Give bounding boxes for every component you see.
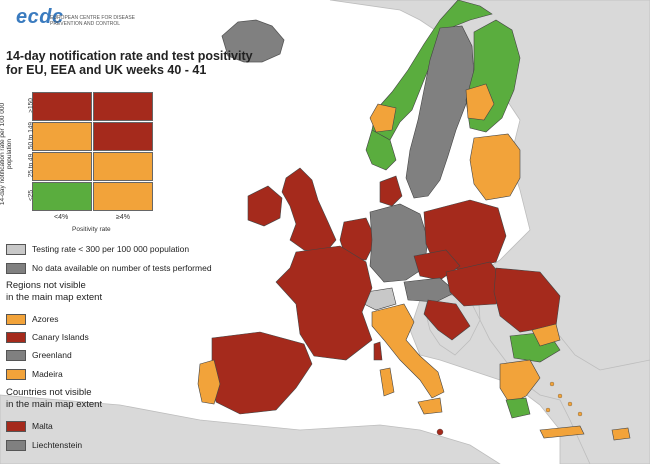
matrix-cell-r2-c1: [93, 152, 153, 181]
matrix-cell-r0-c1: [93, 92, 153, 121]
iceland: [221, 19, 285, 63]
italy: [371, 303, 445, 399]
legend-no-data-label: No data available on number of tests per…: [32, 263, 212, 273]
country-label-0: Malta: [32, 421, 53, 431]
baltics: [469, 133, 521, 201]
matrix-cell-r1-c0: [32, 122, 92, 151]
regions-heading-2: in the main map extent: [6, 292, 103, 303]
logo-name: ecdc: [16, 6, 64, 28]
matrix-cell-r3-c0: [32, 182, 92, 211]
countries-heading-1: Countries not visible: [6, 387, 92, 398]
countries-heading-2: in the main map extent: [6, 399, 103, 410]
denmark: [379, 175, 403, 207]
country-swatch-1: [6, 440, 26, 451]
region-swatch-2: [6, 350, 26, 361]
bulgaria-region: [531, 323, 561, 347]
region-label-0: Azores: [32, 314, 59, 324]
sweden: [405, 25, 475, 199]
uk: [281, 167, 337, 253]
crete: [539, 425, 585, 439]
hungary: [445, 261, 507, 307]
norway: [371, 0, 493, 147]
legend-testing-low-label: Testing rate < 300 per 100 000 populatio…: [32, 244, 190, 254]
matrix-cell-r2-c0: [32, 152, 92, 181]
corsica: [373, 341, 383, 361]
country-label-1: Liechtenstein: [32, 440, 83, 450]
region-label-3: Madeira: [32, 369, 63, 379]
map-title: 14-day notification rate and test positi…: [6, 49, 336, 77]
matrix-cell-r0-c0: [32, 92, 92, 121]
sicily: [417, 397, 443, 415]
x-category-1: ≥4%: [116, 214, 130, 221]
title-line-2: for EU, EEA and UK weeks 40 - 41: [6, 63, 207, 77]
region-label-1: Canary Islands: [32, 332, 89, 342]
greece: [499, 359, 541, 405]
benelux: [339, 217, 377, 261]
austria: [403, 277, 457, 303]
greece-green: [505, 397, 531, 419]
swatch-dark-grey: [6, 263, 26, 274]
swatch-light-grey: [6, 244, 26, 255]
region-swatch-0: [6, 314, 26, 325]
regions-heading-1: Regions not visible: [6, 280, 86, 291]
spain: [211, 331, 313, 415]
y-category-3: <25: [27, 189, 35, 202]
sardinia: [379, 367, 395, 397]
country-swatch-0: [6, 421, 26, 432]
finland-region: [465, 83, 495, 121]
x-category-0: <4%: [54, 214, 69, 221]
norway-south: [365, 129, 397, 171]
portugal: [197, 359, 221, 405]
region-label-2: Greenland: [32, 350, 72, 360]
germany: [369, 203, 429, 283]
x-axis-label: Positivity rate: [72, 226, 111, 233]
matrix-y-axis-label: 14-day notification rate per 100 000 pop…: [0, 102, 13, 206]
logo-subtitle: EUROPEAN CENTRE FOR DISEASE PREVENTION A…: [50, 15, 136, 27]
france: [275, 245, 373, 361]
greek-islands: [545, 381, 583, 417]
cyprus: [611, 427, 631, 441]
y-category-1: 50 to 149: [27, 121, 35, 150]
title-line-1: 14-day notification rate and test positi…: [6, 49, 253, 63]
region-swatch-1: [6, 332, 26, 343]
matrix-cell-r1-c1: [93, 122, 153, 151]
norway-mid: [369, 103, 397, 133]
croatia: [423, 299, 471, 341]
region-swatch-3: [6, 369, 26, 380]
ecdc-logo: ecdc EUROPEAN CENTRE FOR DISEASE PREVENT…: [6, 4, 146, 44]
y-category-0: >150: [27, 98, 35, 113]
malta: [436, 428, 444, 436]
matrix-cell-r3-c1: [93, 182, 153, 211]
matrix-y-axis: 14-day notification rate per 100 000 pop…: [0, 92, 13, 214]
y-category-2: 25 to 49: [27, 153, 35, 178]
ireland: [247, 185, 283, 227]
